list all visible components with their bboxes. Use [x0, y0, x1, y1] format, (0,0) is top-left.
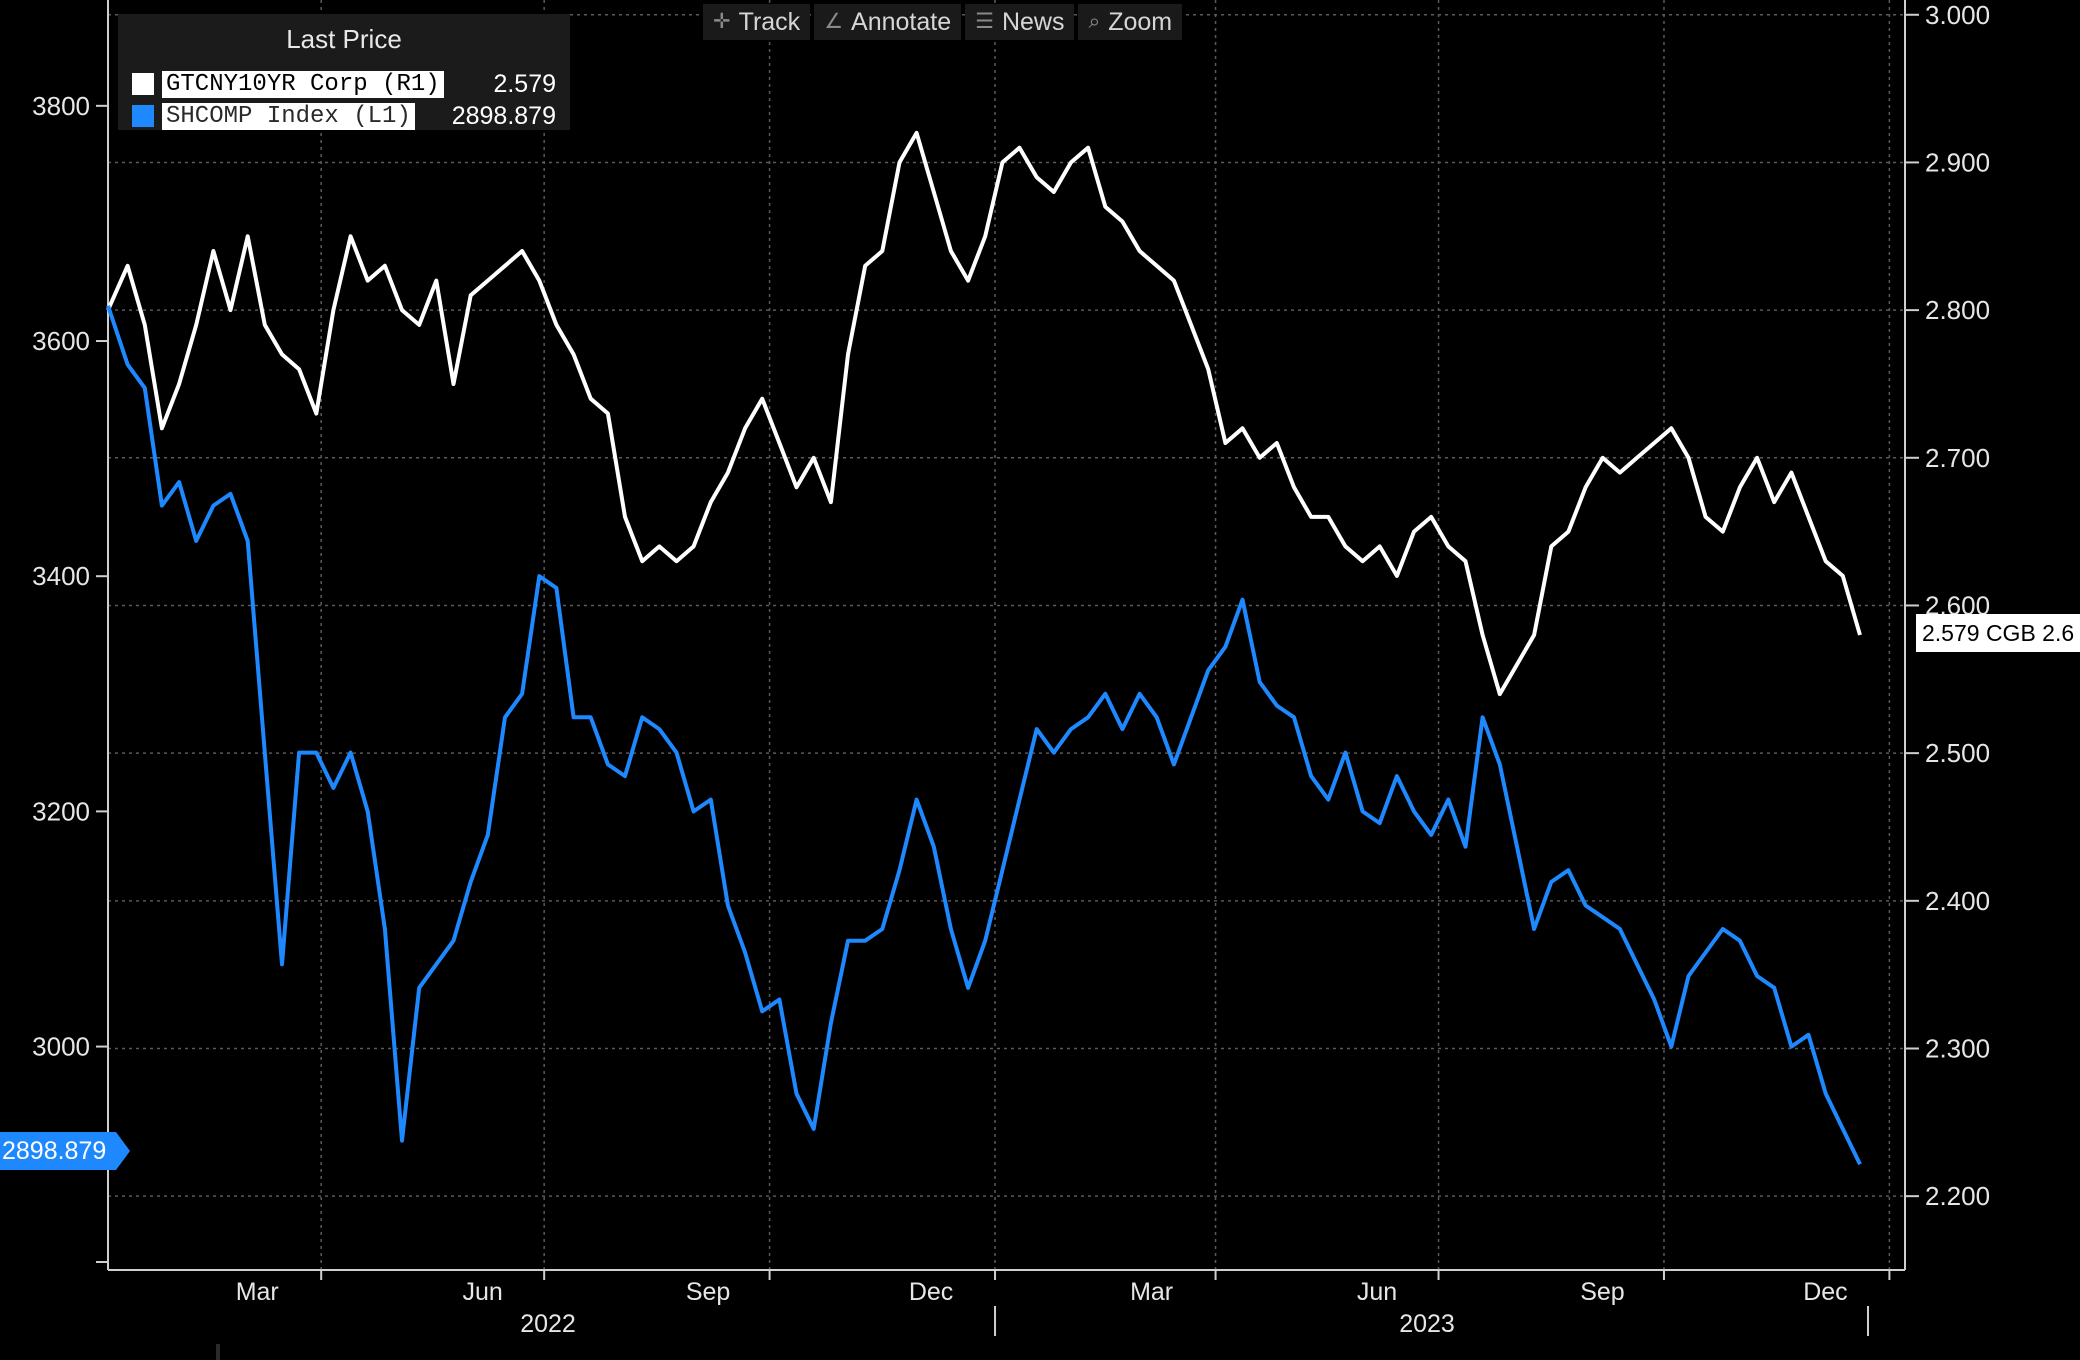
legend-series-value: 2898.879	[451, 101, 556, 130]
scroll-segment	[0, 1344, 216, 1360]
x-tick-label: Mar	[236, 1278, 279, 1306]
chart-legend: Last Price GTCNY10YR Corp (R1) 2.579 SHC…	[118, 14, 570, 130]
series-swatch-blue	[132, 105, 154, 127]
annotate-button[interactable]: ∠ Annotate	[814, 4, 962, 40]
crosshair-icon: ✛	[713, 10, 731, 33]
right-tick-label: 2.400	[1925, 886, 1990, 916]
right-axis-ticks: 2.2002.3002.4002.5002.6002.7002.8002.900…	[1905, 0, 1990, 1211]
x-tick-label: Jun	[1357, 1278, 1397, 1306]
chart-toolbar: ✛ Track ∠ Annotate ☰ News ⌕ Zoom	[703, 4, 1183, 40]
x-tick-label: Dec	[909, 1278, 953, 1306]
x-tick-label: Dec	[1803, 1278, 1847, 1306]
scroll-segment	[220, 1344, 2080, 1360]
left-tick-label: 3400	[32, 561, 90, 591]
legend-row-cgb[interactable]: GTCNY10YR Corp (R1) 2.579	[132, 68, 570, 100]
cgb-yield-line	[106, 130, 1862, 697]
last-price-tag-right: 2.579 CGB 2.6	[1916, 614, 2080, 652]
right-tick-label: 3.000	[1925, 0, 1990, 30]
news-button[interactable]: ☰ News	[965, 4, 1075, 40]
x-year-label: 2023	[1399, 1310, 1455, 1338]
x-tick-label: Sep	[1580, 1278, 1624, 1306]
left-axis-ticks: 3000 3200 3400 3600 3800	[32, 91, 108, 1263]
track-label: Track	[738, 8, 801, 36]
chart-axes	[107, 0, 1906, 1271]
legend-row-shcomp[interactable]: SHCOMP Index (L1) 2898.879	[132, 100, 570, 132]
left-tick-label: 3200	[32, 796, 90, 826]
right-tick-label: 2.500	[1925, 738, 1990, 768]
legend-title: Last Price	[286, 24, 402, 54]
legend-series-name: GTCNY10YR Corp (R1)	[162, 70, 444, 98]
x-axis-ticks: Mar Jun Sep Dec Mar Jun Sep Dec 2022 2023	[236, 1270, 1891, 1338]
zoom-button[interactable]: ⌕ Zoom	[1078, 4, 1183, 40]
grid-lines	[108, 0, 1905, 1270]
news-label: News	[1001, 8, 1065, 36]
last-price-tag-left: 2898.879	[0, 1132, 131, 1170]
news-icon: ☰	[975, 10, 994, 33]
x-year-label: 2022	[520, 1310, 576, 1338]
bottom-scrollbar[interactable]	[0, 1344, 2080, 1360]
series-lines	[106, 130, 1862, 1166]
track-button[interactable]: ✛ Track	[703, 4, 811, 40]
legend-series-value: 2.579	[493, 69, 556, 98]
left-tick-label: 3800	[32, 91, 90, 121]
right-tick-label: 2.900	[1925, 147, 1990, 177]
right-tick-label: 2.700	[1925, 443, 1990, 473]
left-tick-label: 3600	[32, 326, 90, 356]
series-swatch-white	[132, 73, 154, 95]
x-tick-label: Mar	[1130, 1278, 1173, 1306]
shcomp-index-line	[106, 305, 1862, 1166]
right-tick-label: 2.200	[1925, 1181, 1990, 1211]
pencil-icon: ∠	[824, 10, 844, 33]
zoom-label: Zoom	[1108, 8, 1173, 36]
left-tick-label: 3000	[32, 1032, 90, 1062]
right-tick-label: 2.800	[1925, 295, 1990, 325]
x-tick-label: Jun	[462, 1278, 502, 1306]
x-tick-label: Sep	[686, 1278, 730, 1306]
legend-series-name: SHCOMP Index (L1)	[162, 102, 415, 130]
magnifier-icon: ⌕	[1088, 10, 1101, 33]
annotate-label: Annotate	[851, 8, 952, 36]
right-tick-label: 2.300	[1925, 1033, 1990, 1063]
